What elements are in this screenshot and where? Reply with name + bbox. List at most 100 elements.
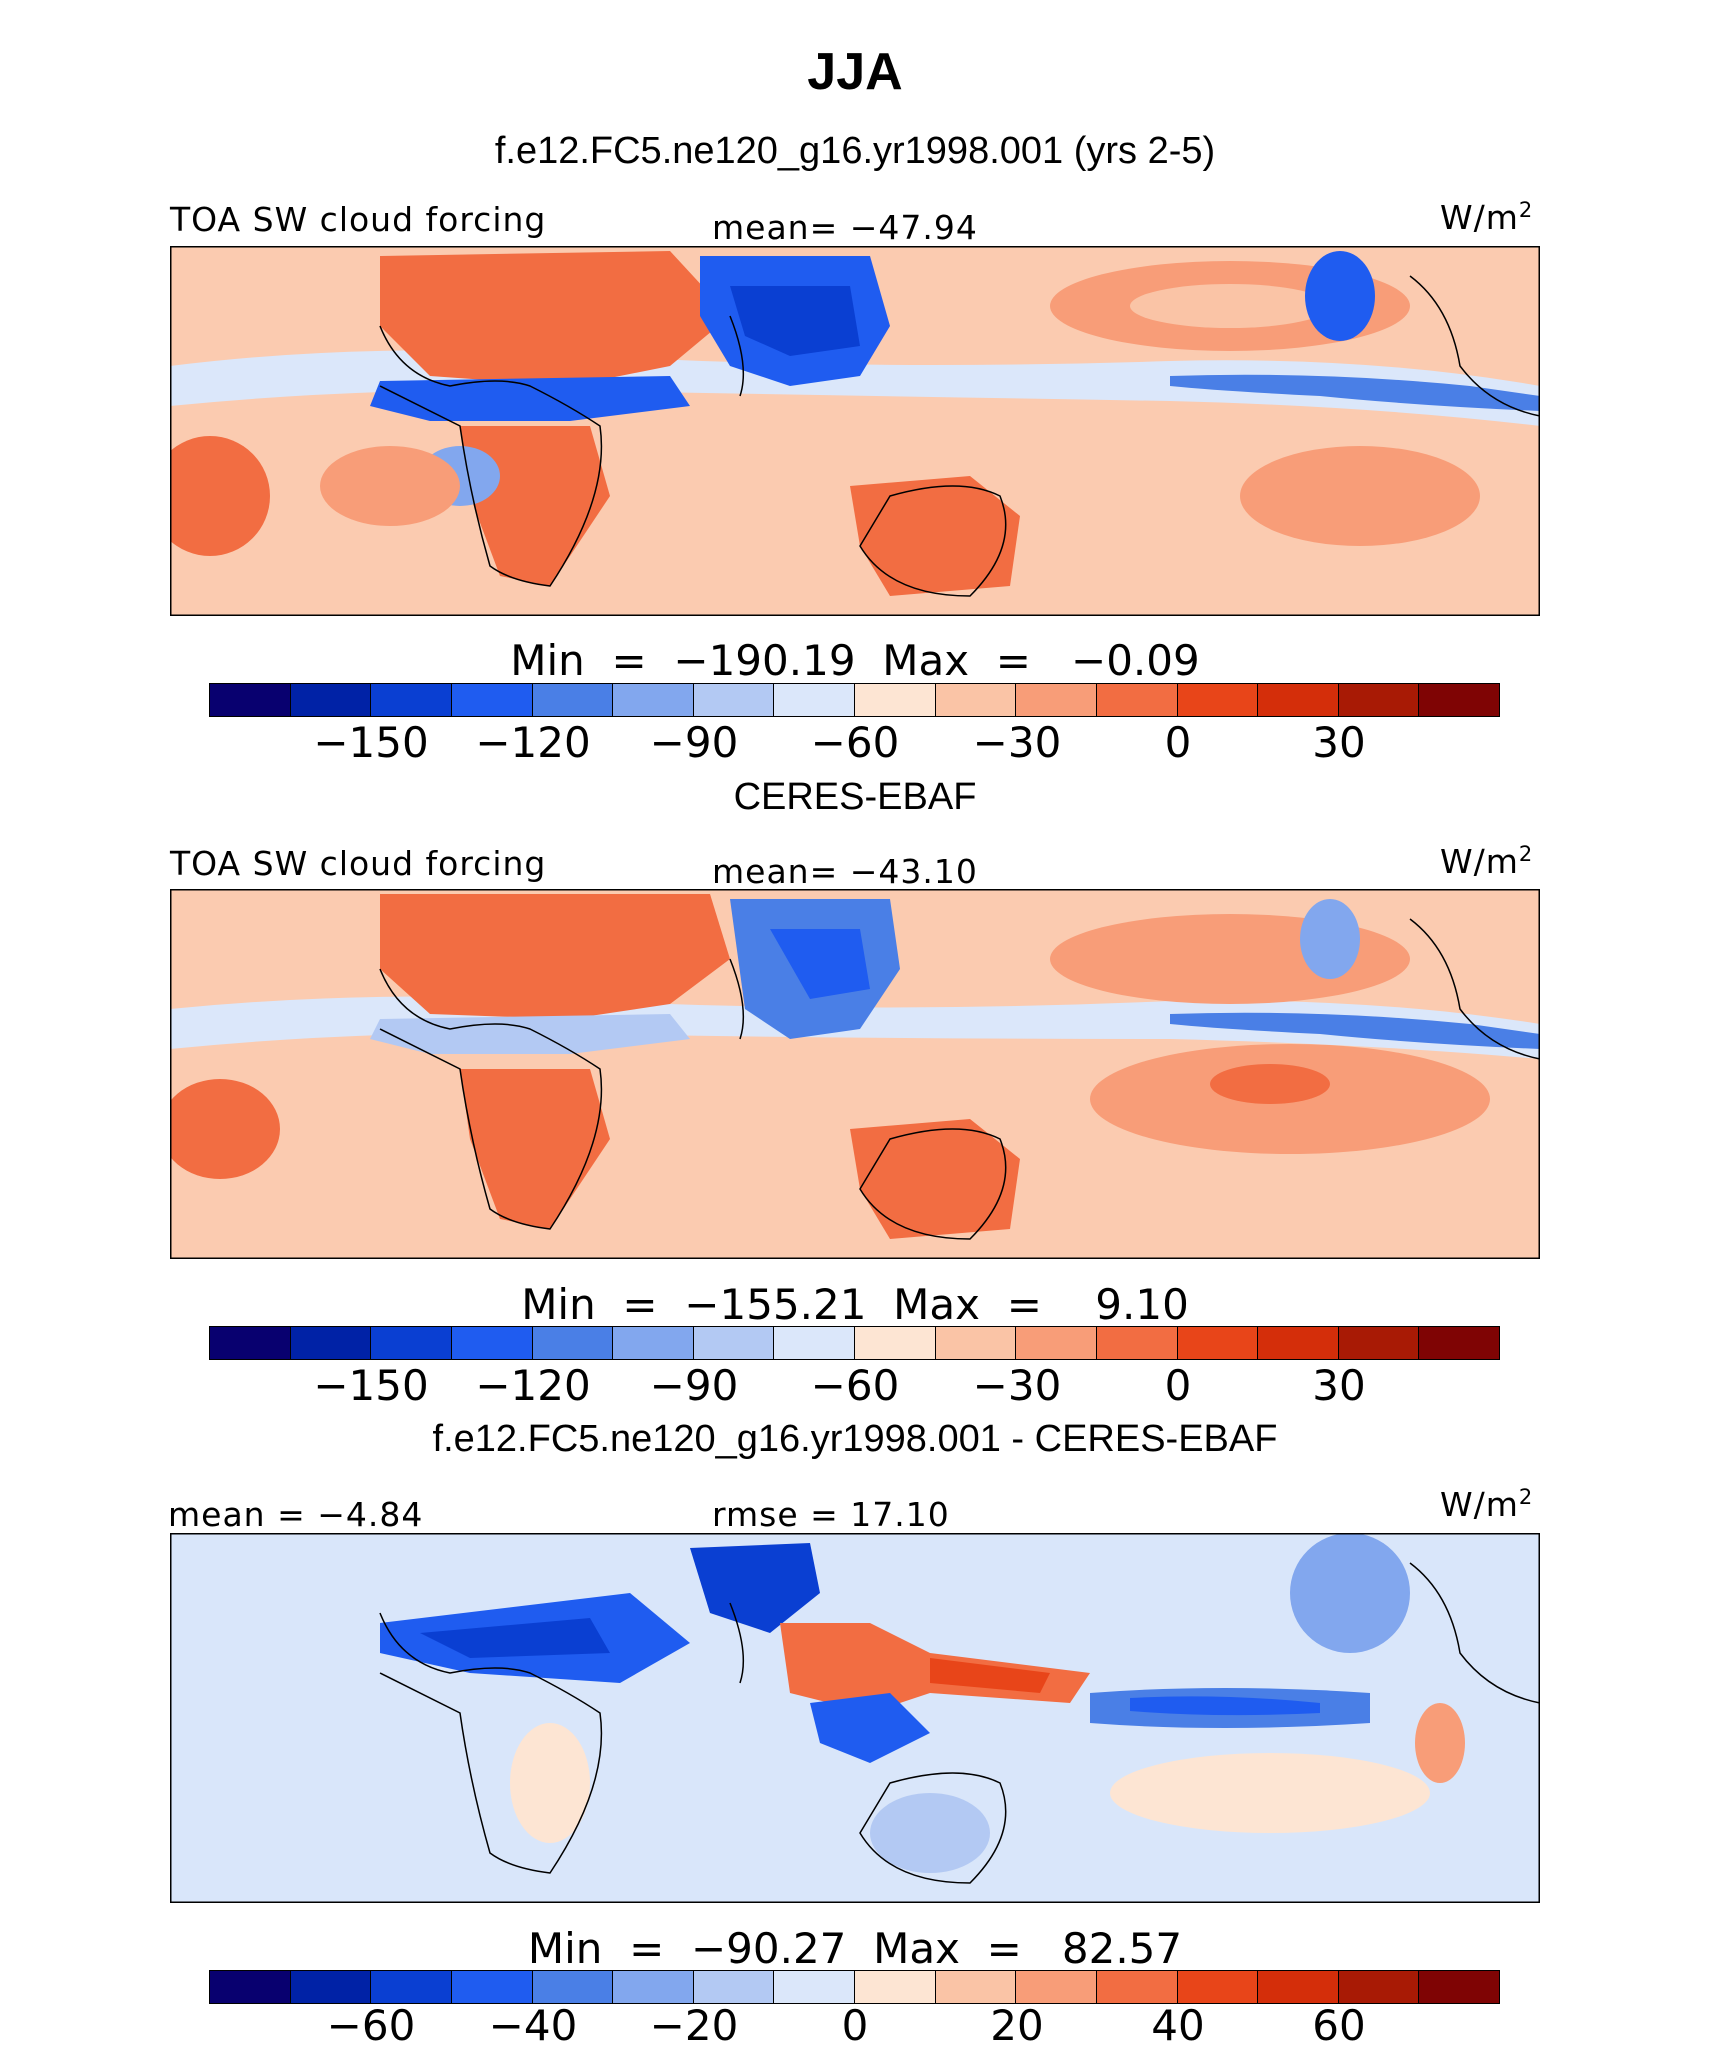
australia xyxy=(850,1119,1020,1239)
east-pacific-positive xyxy=(1415,1703,1465,1783)
panel-2-units: W/m2 xyxy=(1440,842,1534,881)
south-pacific-positive xyxy=(1110,1753,1430,1833)
colorbar-tick-label: 40 xyxy=(1151,2001,1205,2050)
colorbar-tick-label: −120 xyxy=(475,718,591,767)
ne-pacific-blue xyxy=(1300,899,1360,979)
se-pacific-cloud-core xyxy=(1210,1064,1330,1104)
colorbar-tick-label: −150 xyxy=(313,1361,429,1410)
ne-pacific-blue xyxy=(1305,251,1375,341)
n-pacific-cloud-core xyxy=(1130,284,1330,328)
colorbar-tick-label: −90 xyxy=(649,718,739,767)
colorbar-cell xyxy=(1177,1971,1259,2003)
australia xyxy=(850,476,1020,596)
colorbar-cell xyxy=(1419,1971,1499,2003)
colorbar-cell xyxy=(613,1971,694,2003)
s-atlantic-cloud xyxy=(170,436,270,556)
panel-3-map xyxy=(170,1533,1540,1903)
panel-2-variable-label: TOA SW cloud forcing xyxy=(170,844,547,883)
panel-2-colorbar xyxy=(209,1326,1500,1360)
s-indian-cloud xyxy=(320,446,460,526)
colorbar-tick-label: −60 xyxy=(326,2001,416,2050)
colorbar-cell xyxy=(290,1327,372,1359)
colorbar-cell xyxy=(774,1971,855,2003)
colorbar-cell xyxy=(532,1327,614,1359)
colorbar-tick-label: 30 xyxy=(1312,718,1366,767)
south-africa-positive xyxy=(510,1723,590,1843)
colorbar-cell xyxy=(1419,1327,1499,1359)
coastline xyxy=(379,1562,1540,1884)
colorbar-tick-label: 60 xyxy=(1312,2001,1366,2050)
coastline xyxy=(379,275,1540,597)
colorbar-tick-label: 0 xyxy=(1164,718,1192,767)
colorbar-tick-label: −90 xyxy=(649,1361,739,1410)
colorbar-tick-label: −60 xyxy=(810,718,900,767)
colorbar-cell xyxy=(451,1327,533,1359)
colorbar-cell xyxy=(1096,1327,1178,1359)
colorbar-tick-label: −40 xyxy=(488,2001,578,2050)
colorbar-cell xyxy=(855,684,936,716)
sahel-bias-core xyxy=(420,1618,610,1658)
colorbar-cell xyxy=(693,1327,775,1359)
colorbar-cell xyxy=(1258,684,1339,716)
colorbar-tick-label: −150 xyxy=(313,718,429,767)
se-pacific-cloud xyxy=(1240,446,1480,546)
colorbar-cell xyxy=(451,684,533,716)
colorbar-cell xyxy=(693,684,775,716)
south-africa xyxy=(460,1069,610,1229)
colorbar-cell xyxy=(1177,684,1259,716)
panel-1-map xyxy=(170,246,1540,616)
map-frame xyxy=(170,246,1540,616)
colorbar-cell xyxy=(210,1327,291,1359)
itcz-core xyxy=(1170,1012,1540,1049)
colorbar-cell xyxy=(451,1971,533,2003)
colorbar-cell xyxy=(290,684,372,716)
map-frame xyxy=(170,1533,1540,1903)
panel-3-subtitle: f.e12.FC5.ne120_g16.yr1998.001 - CERES-E… xyxy=(432,1418,1278,1460)
colorbar-cell xyxy=(290,1971,372,2003)
panel-2-minmax: Min = −155.21 Max = 9.10 xyxy=(521,1280,1189,1329)
itcz-core xyxy=(1170,374,1540,411)
colorbar-cell xyxy=(1338,684,1420,716)
asian-monsoon-core xyxy=(770,929,870,999)
colorbar-tick-label: −30 xyxy=(972,1361,1062,1410)
colorbar-tick-label: 20 xyxy=(990,2001,1044,2050)
australia-negative xyxy=(870,1793,990,1873)
maritime-positive-core xyxy=(930,1658,1050,1693)
coastline xyxy=(379,918,1540,1240)
sahel-band xyxy=(370,1014,690,1054)
panel-1-minmax: Min = −190.19 Max = −0.09 xyxy=(510,636,1200,685)
colorbar-cell xyxy=(935,1327,1017,1359)
colorbar-cell xyxy=(935,684,1017,716)
sahara-region xyxy=(380,251,730,386)
colorbar-cell xyxy=(1338,1327,1420,1359)
colorbar-tick-label: −120 xyxy=(475,1361,591,1410)
panel-3-units: W/m2 xyxy=(1440,1485,1534,1524)
colorbar-cell xyxy=(371,684,452,716)
colorbar-cell xyxy=(1016,684,1097,716)
colorbar-cell xyxy=(855,1327,936,1359)
maritime-negative xyxy=(810,1693,930,1763)
colorbar-cell xyxy=(774,1327,855,1359)
panel-2-map xyxy=(170,889,1540,1259)
east-pacific-negative xyxy=(1290,1533,1410,1653)
colorbar-tick-label: −20 xyxy=(649,2001,739,2050)
colorbar-cell xyxy=(855,1971,936,2003)
panel-3-mean-label: mean = −4.84 xyxy=(168,1495,424,1534)
colorbar-cell xyxy=(1096,684,1178,716)
colorbar-tick-label: 0 xyxy=(841,2001,869,2050)
colorbar-cell xyxy=(1016,1327,1097,1359)
colorbar-cell xyxy=(1177,1327,1259,1359)
colorbar-cell xyxy=(532,684,614,716)
pacific-negative-core xyxy=(1130,1696,1320,1716)
panel-3-rmse-label: rmse = 17.10 xyxy=(712,1495,950,1534)
colorbar-cell xyxy=(1258,1327,1339,1359)
panel-2-mean-label: mean= −43.10 xyxy=(712,852,978,891)
colorbar-cell xyxy=(210,1971,291,2003)
colorbar-tick-label: −30 xyxy=(972,718,1062,767)
panel-1-units: W/m2 xyxy=(1440,198,1534,237)
panel-1-colorbar xyxy=(209,683,1500,717)
colorbar-cell xyxy=(371,1971,452,2003)
panel-2-subtitle: CERES-EBAF xyxy=(733,776,977,818)
s-atlantic-cloud xyxy=(170,1079,280,1179)
colorbar-cell xyxy=(1258,1971,1339,2003)
